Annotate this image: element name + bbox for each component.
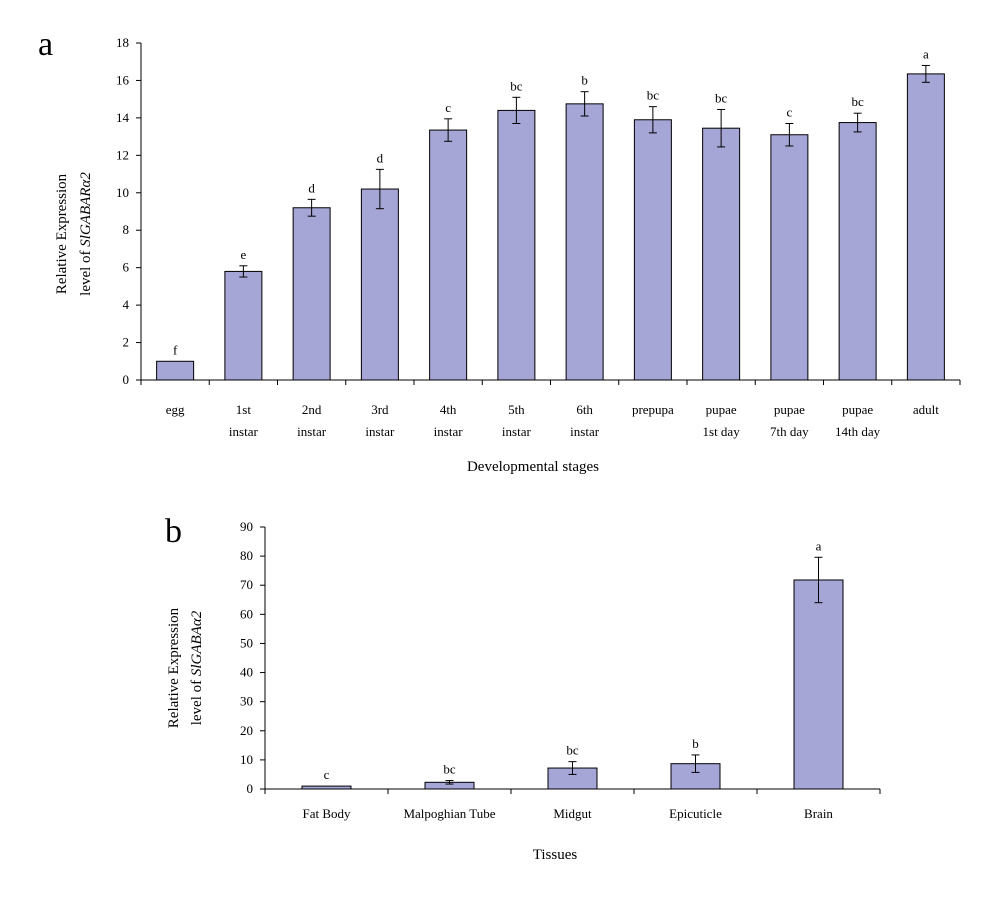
bar (301, 785, 352, 790)
x-tick-label: 5th (508, 402, 525, 417)
bar (838, 122, 877, 381)
y-tick-label: 90 (240, 519, 253, 534)
x-tick-label: instar (502, 424, 532, 439)
significance-letter: bc (510, 78, 523, 93)
x-tick-label: Malpoghian Tube (403, 806, 495, 821)
x-tick-label: egg (166, 402, 185, 417)
y-axis-title-line1: Relative Expression (54, 173, 70, 294)
y-tick-label: 40 (240, 665, 253, 680)
y-tick-label: 20 (240, 723, 253, 738)
significance-letter: a (816, 538, 822, 553)
y-axis-title-prefix: level of (78, 247, 94, 296)
x-tick-label: pupae (842, 402, 873, 417)
significance-letter: f (173, 342, 178, 357)
x-tick-label: instar (297, 424, 327, 439)
y-tick-label: 70 (240, 577, 253, 592)
y-tick-label: 10 (240, 752, 253, 767)
y-axis-title-line2: level of SlGABAα2 (189, 610, 205, 725)
significance-letter: e (240, 247, 246, 262)
significance-letter: bc (715, 90, 728, 105)
y-tick-label: 80 (240, 548, 253, 563)
x-tick-label: Brain (804, 806, 833, 821)
y-tick-label: 18 (116, 35, 129, 50)
y-tick-label: 0 (123, 372, 130, 387)
x-tick-label: 6th (576, 402, 593, 417)
x-tick-label: instar (229, 424, 259, 439)
x-tick-label: 1st day (703, 424, 741, 439)
panel-b-letter: b (165, 513, 182, 550)
y-tick-label: 60 (240, 606, 253, 621)
x-tick-label: 3rd (371, 402, 389, 417)
x-axis-title: Tissues (533, 847, 578, 863)
x-tick-label: pupae (774, 402, 805, 417)
y-tick-label: 14 (116, 110, 130, 125)
x-tick-label: 4th (440, 402, 457, 417)
chart-b: 0 10 20 30 40 50 60 70 80 90 c Fat Body bc Malpoghian… (166, 519, 881, 863)
x-tick-label: 14th day (835, 424, 881, 439)
significance-letter: c (324, 767, 330, 782)
y-tick-label: 30 (240, 694, 253, 709)
x-tick-label: 1st (236, 402, 252, 417)
x-tick-label: instar (434, 424, 464, 439)
y-tick-label: 2 (123, 335, 130, 350)
x-tick-label: adult (913, 402, 939, 417)
bar (906, 73, 945, 381)
y-tick-label: 6 (123, 260, 130, 275)
bar (770, 134, 809, 381)
x-tick-label: instar (570, 424, 600, 439)
bar (702, 127, 741, 381)
x-axis-title: Developmental stages (467, 459, 599, 475)
significance-letter: bc (647, 88, 660, 103)
bar (224, 270, 263, 381)
significance-letter: b (692, 736, 699, 751)
y-tick-label: 8 (123, 222, 130, 237)
y-tick-label: 12 (116, 147, 129, 162)
bar (429, 129, 468, 381)
y-tick-label: 50 (240, 635, 253, 650)
x-tick-label: 7th day (770, 424, 809, 439)
significance-letter: bc (566, 743, 579, 758)
x-tick-label: 2nd (302, 402, 322, 417)
bar (565, 103, 604, 381)
significance-letter: b (581, 73, 588, 88)
x-tick-label: pupae (706, 402, 737, 417)
chart-a: 0 2 4 6 8 10 12 14 16 18 f egg e 1st instar d 2nd instar d… (54, 35, 961, 475)
x-tick-label: prepupa (632, 402, 674, 417)
x-tick-label: Epicuticle (669, 806, 722, 821)
y-axis-title-gene: SlGABAα2 (189, 610, 205, 676)
x-tick-label: Fat Body (302, 806, 351, 821)
y-axis-title-gene: SlGABARα2 (78, 172, 94, 247)
y-axis-title-line1: Relative Expression (166, 607, 182, 728)
significance-letter: c (786, 105, 792, 120)
y-tick-label: 4 (123, 297, 130, 312)
y-tick-label: 16 (116, 72, 130, 87)
bar (497, 109, 536, 381)
x-tick-label: instar (365, 424, 395, 439)
significance-letter: d (377, 150, 384, 165)
significance-letter: a (923, 46, 929, 61)
y-tick-label: 0 (247, 781, 254, 796)
bar (793, 579, 844, 790)
bar (156, 360, 195, 381)
bar (360, 188, 399, 381)
significance-letter: bc (851, 94, 864, 109)
significance-letter: c (445, 100, 451, 115)
panel-a-letter: a (38, 26, 53, 63)
x-tick-label: Midgut (553, 806, 592, 821)
bar (292, 207, 331, 381)
significance-letter: bc (443, 762, 456, 777)
significance-letter: d (308, 180, 315, 195)
y-axis-title-prefix: level of (189, 676, 205, 725)
y-axis-title-line2: level of SlGABARα2 (78, 172, 94, 296)
y-tick-label: 10 (116, 185, 129, 200)
bar (633, 119, 672, 381)
